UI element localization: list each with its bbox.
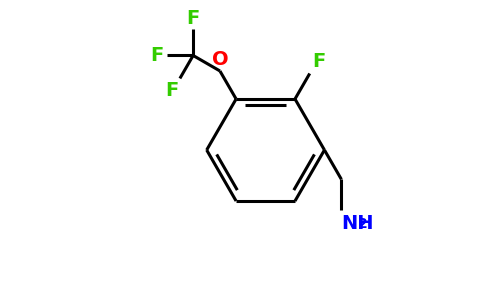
- Text: 2: 2: [358, 217, 367, 231]
- Text: F: F: [165, 81, 179, 101]
- Text: NH: NH: [341, 214, 374, 233]
- Text: F: F: [186, 8, 200, 28]
- Text: O: O: [212, 50, 228, 70]
- Text: F: F: [150, 46, 163, 65]
- Text: F: F: [312, 52, 325, 71]
